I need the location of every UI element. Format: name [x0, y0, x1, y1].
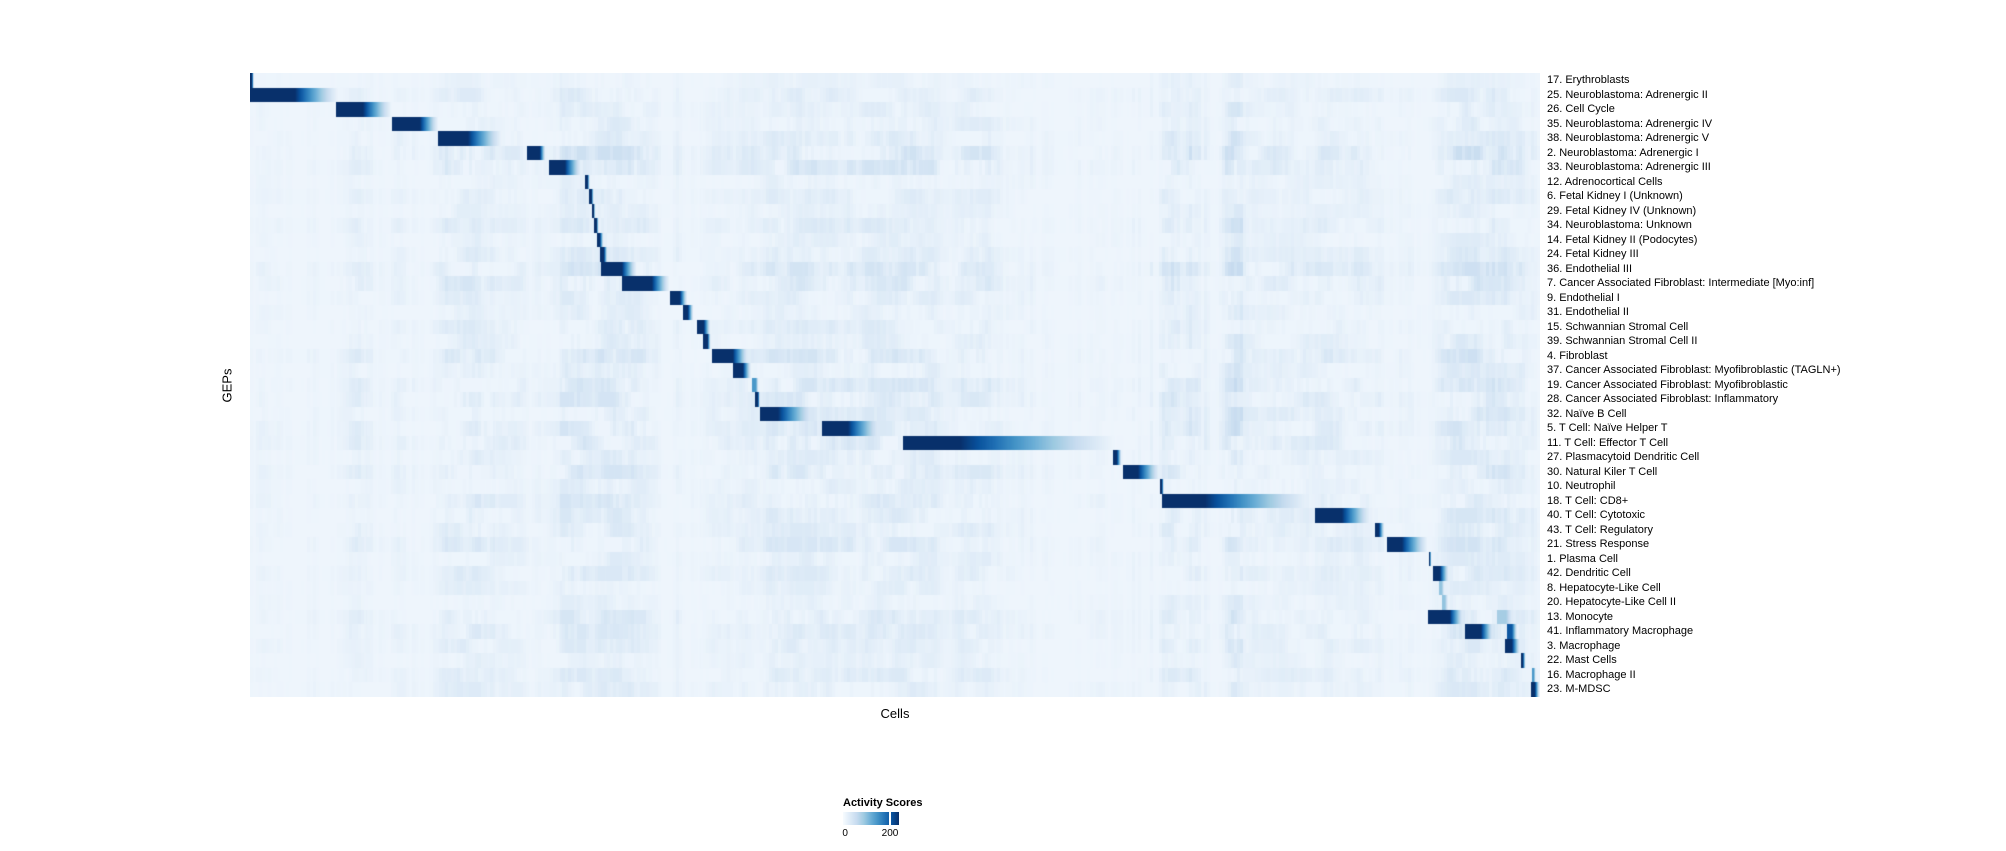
row-label: 39. Schwannian Stromal Cell II — [1547, 335, 1698, 348]
row-label: 31. Endothelial II — [1547, 306, 1629, 319]
row-label: 15. Schwannian Stromal Cell — [1547, 320, 1689, 333]
row-label: 18. T Cell: CD8+ — [1547, 494, 1629, 507]
row-label: 4. Fibroblast — [1547, 349, 1608, 362]
row-label: 7. Cancer Associated Fibroblast: Interme… — [1547, 277, 1815, 290]
row-label: 22. Mast Cells — [1547, 654, 1617, 667]
row-label: 21. Stress Response — [1547, 538, 1650, 551]
row-label: 36. Endothelial III — [1547, 262, 1633, 275]
row-label: 38. Neuroblastoma: Adrenergic V — [1547, 132, 1710, 145]
row-label: 29. Fetal Kidney IV (Unknown) — [1547, 204, 1697, 217]
row-label: 28. Cancer Associated Fibroblast: Inflam… — [1547, 393, 1779, 406]
legend-tick-label-0: 0 — [842, 828, 848, 839]
row-label: 9. Endothelial I — [1547, 291, 1620, 304]
row-label: 13. Monocyte — [1547, 610, 1614, 623]
row-label: 43. T Cell: Regulatory — [1547, 523, 1653, 536]
row-label: 1. Plasma Cell — [1547, 552, 1618, 565]
y-axis-label-text: GEPs — [219, 368, 235, 402]
row-label: 34. Neuroblastoma: Unknown — [1547, 219, 1692, 232]
row-label: 2. Neuroblastoma: Adrenergic I — [1547, 146, 1699, 159]
row-label: 3. Macrophage — [1547, 639, 1621, 652]
row-label: 10. Neutrophil — [1547, 480, 1616, 493]
row-label: 26. Cell Cycle — [1547, 103, 1615, 116]
row-labels: 17. Erythroblasts 25. Neuroblastoma: Adre… — [1547, 73, 1967, 697]
x-axis-label: Cells — [250, 706, 1540, 721]
heatmap-canvas — [250, 73, 1540, 697]
row-label: 27. Plasmacytoid Dendritic Cell — [1547, 451, 1700, 464]
row-label: 17. Erythroblasts — [1547, 74, 1630, 86]
row-label: 42. Dendritic Cell — [1547, 567, 1631, 580]
row-label: 11. T Cell: Effector T Cell — [1547, 436, 1669, 449]
row-label: 8. Hepatocyte-Like Cell — [1547, 581, 1661, 594]
row-label: 40. T Cell: Cytotoxic — [1547, 509, 1646, 522]
y-axis-label: GEPs — [214, 73, 240, 697]
legend-gradient-bar — [843, 812, 899, 825]
row-label: 24. Fetal Kidney III — [1547, 248, 1639, 261]
row-label: 14. Fetal Kidney II (Podocytes) — [1547, 233, 1698, 246]
row-label: 12. Adrenocortical Cells — [1547, 175, 1663, 188]
row-label: 6. Fetal Kidney I (Unknown) — [1547, 190, 1683, 203]
row-label: 19. Cancer Associated Fibroblast: Myofib… — [1547, 378, 1788, 391]
row-label: 35. Neuroblastoma: Adrenergic IV — [1547, 117, 1713, 130]
row-label: 33. Neuroblastoma: Adrenergic III — [1547, 161, 1711, 174]
row-label: 20. Hepatocyte-Like Cell II — [1547, 596, 1677, 609]
row-label: 37. Cancer Associated Fibroblast: Myofib… — [1547, 364, 1841, 377]
legend-tick-mark — [889, 812, 892, 825]
row-label: 5. T Cell: Naïve Helper T — [1547, 422, 1668, 435]
legend-tick-labels: 0 200 — [842, 828, 899, 840]
legend-title: Activity Scores — [843, 797, 923, 809]
row-label: 23. M-MDSC — [1547, 683, 1611, 696]
row-label: 32. Naïve B Cell — [1547, 407, 1627, 420]
row-label: 25. Neuroblastoma: Adrenergic II — [1547, 88, 1708, 101]
legend: Activity Scores 0 200 — [842, 797, 963, 840]
x-axis-label-text: Cells — [880, 706, 910, 721]
row-label: 41. Inflammatory Macrophage — [1547, 625, 1694, 638]
row-label: 16. Macrophage II — [1547, 668, 1636, 681]
legend-tick-label-200: 200 — [881, 828, 899, 839]
row-label: 30. Natural Kiler T Cell — [1547, 465, 1658, 478]
